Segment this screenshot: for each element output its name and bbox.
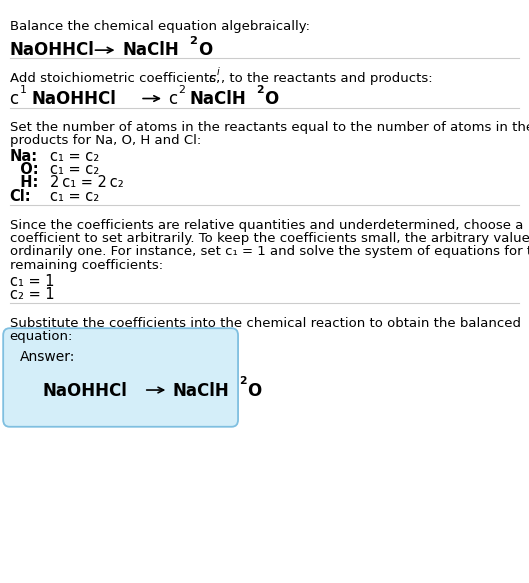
Text: 2: 2 [178, 85, 185, 94]
Text: 2: 2 [189, 36, 197, 46]
Text: O:: O: [10, 162, 38, 177]
Text: c: c [10, 90, 19, 108]
Text: c₁ = c₂: c₁ = c₂ [50, 189, 99, 204]
Text: products for Na, O, H and Cl:: products for Na, O, H and Cl: [10, 134, 201, 147]
Text: 2: 2 [239, 376, 247, 386]
Text: NaClH: NaClH [172, 382, 229, 400]
Text: O: O [264, 90, 279, 108]
Text: NaOHHCl: NaOHHCl [32, 90, 116, 108]
Text: NaOHHCl: NaOHHCl [10, 41, 94, 59]
Text: H:: H: [10, 175, 38, 191]
Text: Na:: Na: [10, 149, 38, 164]
Text: c₁ = c₂: c₁ = c₂ [50, 162, 99, 177]
Text: Substitute the coefficients into the chemical reaction to obtain the balanced: Substitute the coefficients into the che… [10, 317, 521, 329]
Text: , to the reactants and products:: , to the reactants and products: [221, 72, 433, 85]
Text: 2 c₁ = 2 c₂: 2 c₁ = 2 c₂ [50, 175, 124, 191]
Text: 2: 2 [256, 85, 263, 94]
Text: O: O [198, 41, 213, 59]
Text: NaOHHCl: NaOHHCl [42, 382, 127, 400]
Text: i: i [216, 67, 219, 77]
Text: Balance the chemical equation algebraically:: Balance the chemical equation algebraica… [10, 20, 309, 33]
FancyBboxPatch shape [3, 328, 238, 427]
Text: c: c [168, 90, 177, 108]
Text: c₁ = 1: c₁ = 1 [10, 274, 54, 289]
Text: 1: 1 [20, 85, 27, 94]
Text: c: c [208, 72, 216, 85]
Text: Cl:: Cl: [10, 189, 31, 204]
Text: O: O [248, 382, 262, 400]
Text: Set the number of atoms in the reactants equal to the number of atoms in the: Set the number of atoms in the reactants… [10, 121, 529, 134]
Text: Since the coefficients are relative quantities and underdetermined, choose a: Since the coefficients are relative quan… [10, 219, 523, 231]
Text: c₁ = c₂: c₁ = c₂ [50, 149, 99, 164]
Text: Add stoichiometric coefficients,: Add stoichiometric coefficients, [10, 72, 224, 85]
Text: Answer:: Answer: [20, 350, 76, 364]
Text: coefficient to set arbitrarily. To keep the coefficients small, the arbitrary va: coefficient to set arbitrarily. To keep … [10, 232, 529, 245]
Text: c₂ = 1: c₂ = 1 [10, 287, 54, 303]
Text: remaining coefficients:: remaining coefficients: [10, 259, 162, 272]
Text: ordinarily one. For instance, set c₁ = 1 and solve the system of equations for t: ordinarily one. For instance, set c₁ = 1… [10, 245, 529, 258]
Text: NaClH: NaClH [189, 90, 246, 108]
Text: NaClH: NaClH [123, 41, 179, 59]
Text: equation:: equation: [10, 330, 73, 343]
